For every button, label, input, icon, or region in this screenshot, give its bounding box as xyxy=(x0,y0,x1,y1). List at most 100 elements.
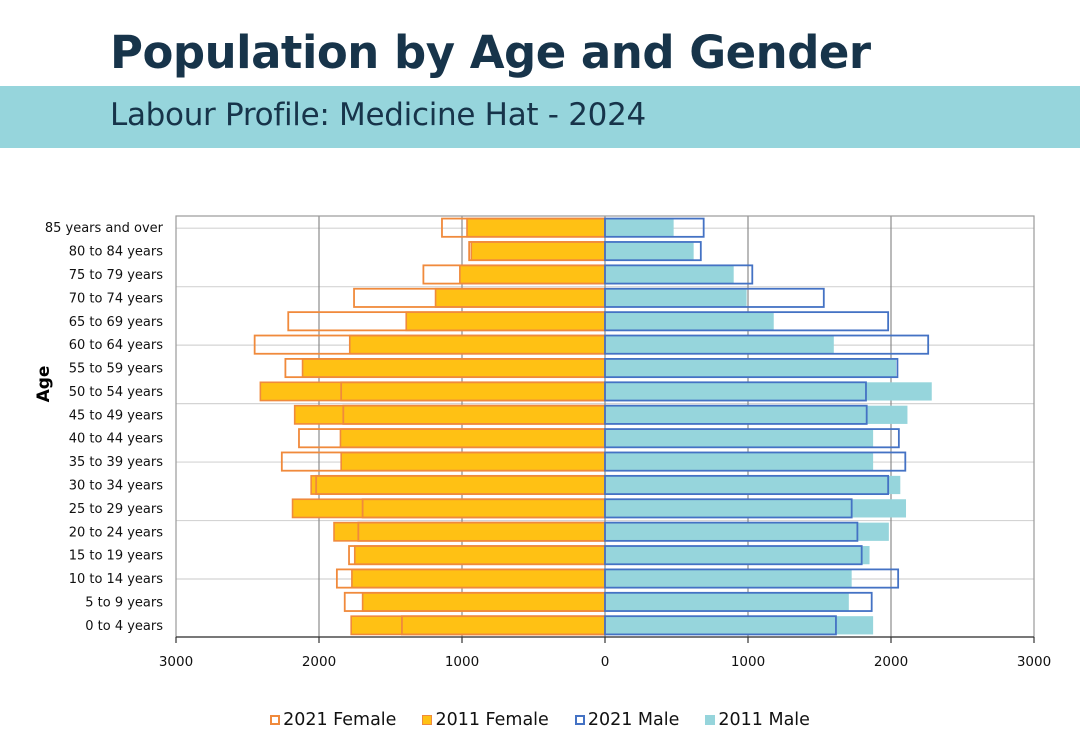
bar-male-2021 xyxy=(604,358,899,379)
legend-swatch-2021-male xyxy=(574,715,585,725)
bar-male-2021 xyxy=(604,545,863,566)
bar-male-2021 xyxy=(604,311,890,332)
x-tick-label: 1000 xyxy=(731,654,765,670)
page-title: Population by Age and Gender xyxy=(110,26,871,79)
bar-female-2011 xyxy=(351,568,606,589)
x-tick-label: 3000 xyxy=(1017,654,1051,670)
legend-label: 2011 Male xyxy=(718,710,810,730)
bar-female-2011 xyxy=(350,615,606,636)
legend-item-2011-male: 2011 Male xyxy=(705,710,810,730)
bar-female-2011 xyxy=(333,521,606,542)
bar-male-2011 xyxy=(605,335,834,354)
page-subtitle: Labour Profile: Medicine Hat - 2024 xyxy=(110,97,646,133)
bar-male-2021 xyxy=(604,404,868,425)
legend-swatch-2021-female xyxy=(270,715,281,725)
bar-male-2011 xyxy=(605,616,874,635)
bar-male-2011 xyxy=(605,288,747,307)
legend-label: 2021 Female xyxy=(283,710,397,730)
x-tick-label: 2000 xyxy=(302,654,336,670)
bar-male-2021 xyxy=(604,264,754,285)
category-labels: 85 years and over 80 to 84 years 75 to 79 … xyxy=(45,221,164,634)
bar-male-2011 xyxy=(605,475,901,495)
subtitle-banner xyxy=(0,86,1080,148)
bar-female-2011 xyxy=(348,334,606,355)
y-tick-label: 30 to 34 years xyxy=(69,478,164,493)
legend-item-2011-female: 2011 Female xyxy=(422,710,549,730)
bar-male-2021 xyxy=(604,615,837,636)
bar-male-2011 xyxy=(605,499,907,518)
bar-female-2011 xyxy=(291,498,606,519)
bar-male-2021 xyxy=(604,474,890,495)
bar-male-2011 xyxy=(605,429,874,448)
bar-male-2021 xyxy=(604,451,907,472)
legend-label: 2011 Female xyxy=(435,710,549,730)
bar-male-2021 xyxy=(604,428,900,449)
bar-female-2011 xyxy=(340,451,606,472)
bar-male-2021 xyxy=(604,591,873,612)
bar-male-2011 xyxy=(605,312,774,331)
bar-male-2011 xyxy=(605,358,897,378)
y-tick-label: 80 to 84 years xyxy=(69,245,164,260)
legend-label: 2021 Male xyxy=(587,710,680,730)
bar-male-2011 xyxy=(605,405,908,424)
y-tick-label: 60 to 64 years xyxy=(69,338,164,353)
legend-swatch-2011-female xyxy=(422,715,433,725)
bars xyxy=(253,217,932,636)
bar-male-2011 xyxy=(605,452,874,471)
bar-male-2011 xyxy=(605,241,694,261)
x-tick-label: 1000 xyxy=(445,654,479,670)
bar-female-2011 xyxy=(361,591,606,612)
bar-male-2021 xyxy=(604,498,853,519)
bar-female-2011 xyxy=(353,545,606,566)
bar-female-2011 xyxy=(405,311,606,332)
bar-male-2021 xyxy=(604,334,930,355)
bar-female-2011 xyxy=(466,217,606,238)
bar-female-2011 xyxy=(259,381,606,402)
y-tick-label: 15 to 19 years xyxy=(69,549,164,564)
y-tick-label: 10 to 14 years xyxy=(69,572,164,587)
y-tick-label: 85 years and over xyxy=(45,221,164,236)
legend-item-2021-female: 2021 Female xyxy=(270,710,396,730)
y-tick-label: 25 to 29 years xyxy=(69,502,164,517)
y-tick-label: 20 to 24 years xyxy=(69,525,164,540)
bar-male-2011 xyxy=(605,522,889,541)
bar-female-2011 xyxy=(310,475,606,495)
y-tick-label: 65 to 69 years xyxy=(69,315,164,330)
x-tick-label: 0 xyxy=(601,654,610,670)
y-tick-label: 75 to 79 years xyxy=(69,268,164,283)
y-tick-label: 40 to 44 years xyxy=(69,432,164,447)
legend-swatch-2011-male xyxy=(705,715,716,725)
bar-male-2011 xyxy=(605,546,870,565)
bar-male-2011 xyxy=(605,265,734,284)
x-tick-label: 2000 xyxy=(874,654,908,670)
bar-female-2011 xyxy=(293,404,606,425)
y-tick-label: 35 to 39 years xyxy=(69,455,164,470)
x-tick-label: 3000 xyxy=(159,654,193,670)
y-tick-label: 50 to 54 years xyxy=(69,385,164,400)
bar-male-2011 xyxy=(605,218,674,237)
y-tick-label: 45 to 49 years xyxy=(69,408,164,423)
bar-female-2011 xyxy=(339,428,606,449)
bar-male-2021 xyxy=(604,568,900,589)
bar-male-2021 xyxy=(604,381,867,402)
bar-male-2011 xyxy=(605,382,932,401)
x-axis: 3000 2000 1000 0 1000 2000 3000 xyxy=(159,637,1051,670)
legend-item-2021-male: 2021 Male xyxy=(574,710,680,730)
y-tick-label: 55 to 59 years xyxy=(69,362,164,377)
bar-female-2011 xyxy=(434,287,606,308)
bar-female-2011 xyxy=(301,358,606,378)
bar-male-2021 xyxy=(604,217,705,238)
y-tick-label: 70 to 74 years xyxy=(69,291,164,306)
bar-male-2021 xyxy=(604,287,825,308)
y-tick-label: 0 to 4 years xyxy=(85,619,163,634)
bar-male-2021 xyxy=(604,241,702,262)
legend: 2021 Female 2011 Female 2021 Male 2011 M… xyxy=(0,710,1080,730)
bar-female-2011 xyxy=(470,241,606,262)
bar-male-2011 xyxy=(605,569,852,588)
population-pyramid-chart: 85 years and over 80 to 84 years 75 to 79 … xyxy=(34,215,1051,670)
y-tick-label: 5 to 9 years xyxy=(85,595,163,610)
bar-female-2011 xyxy=(459,264,606,285)
bar-male-2021 xyxy=(604,521,859,542)
bar-male-2011 xyxy=(605,592,849,612)
y-axis-title: Age xyxy=(34,366,54,403)
